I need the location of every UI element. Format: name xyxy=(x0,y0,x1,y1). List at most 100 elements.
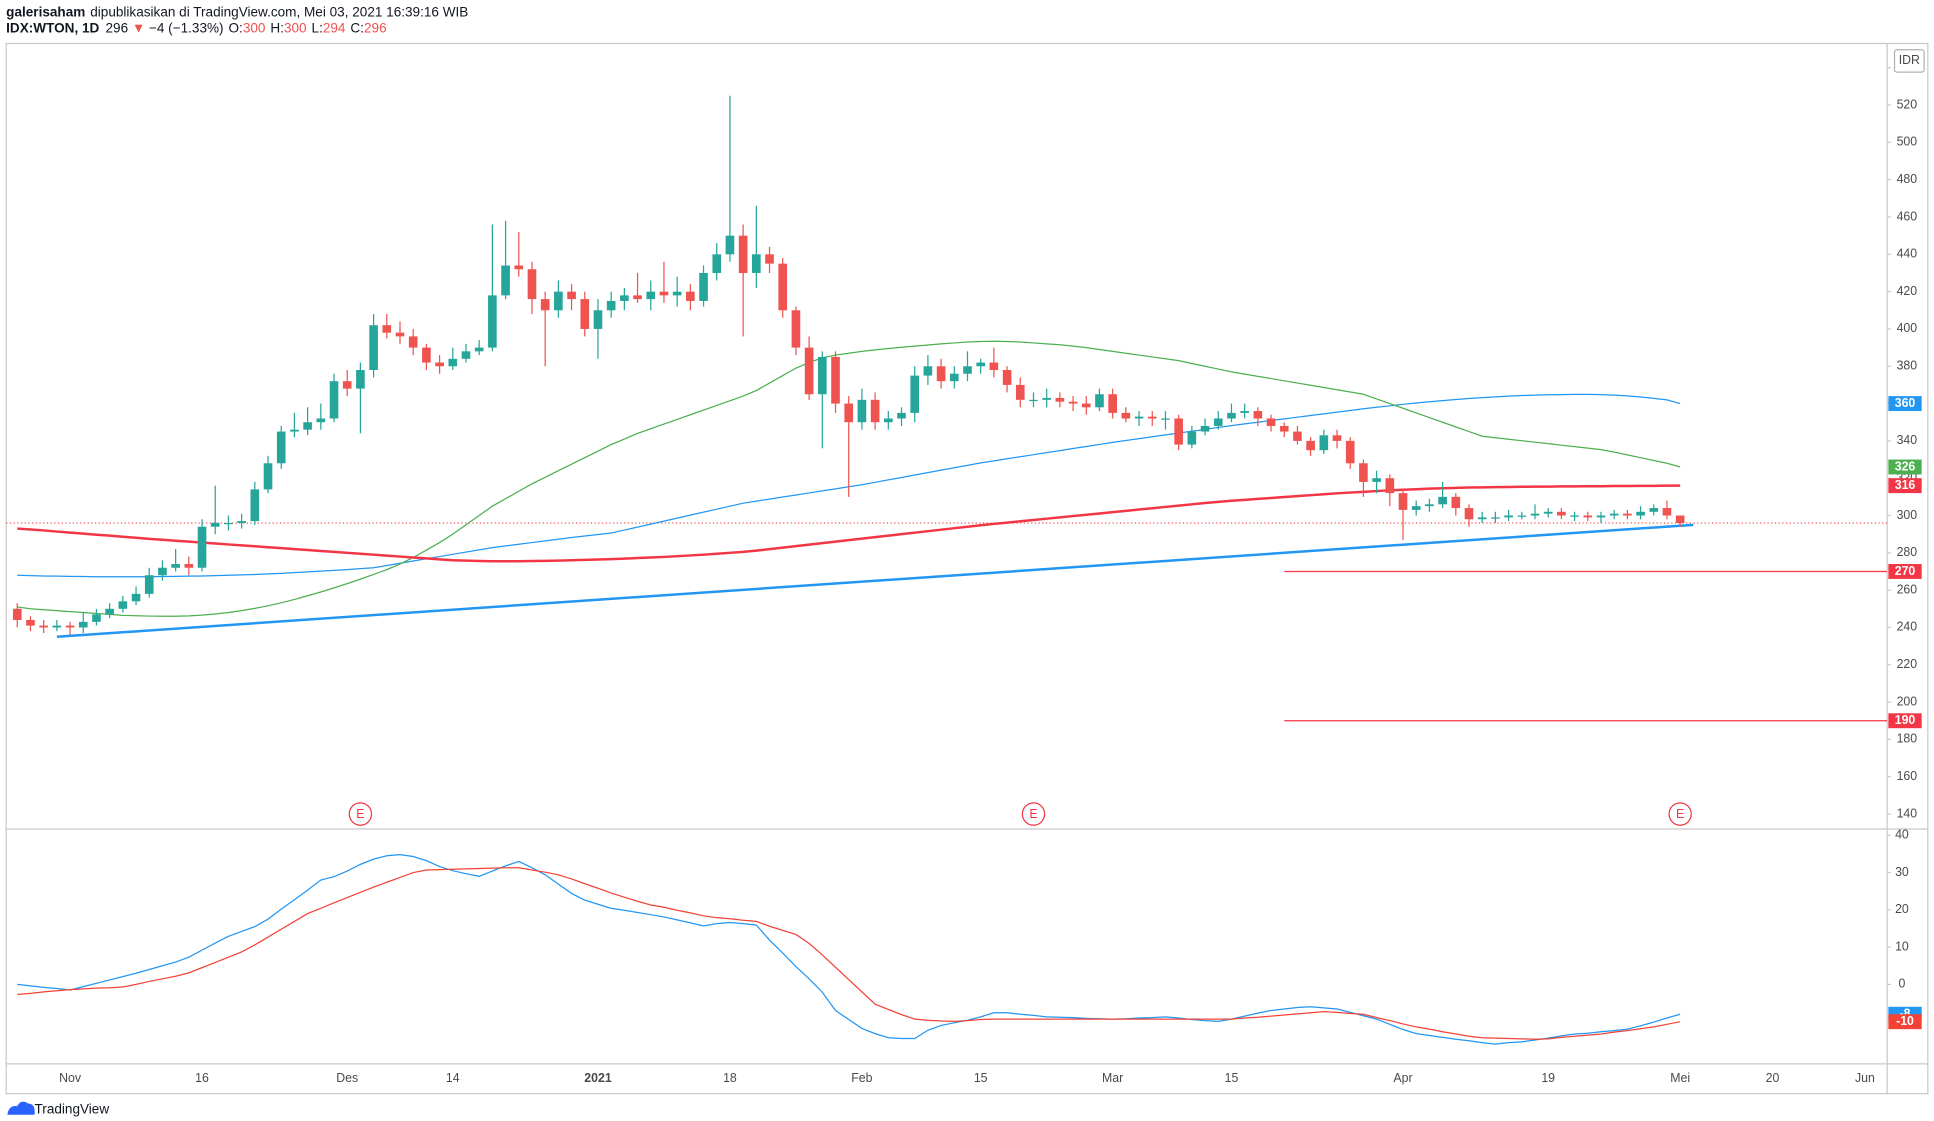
candle-body xyxy=(78,621,88,628)
candle-body xyxy=(1293,431,1302,441)
candle-body xyxy=(369,325,378,370)
x-tick-label: Des xyxy=(336,1071,358,1085)
candle-body xyxy=(1240,411,1249,413)
x-tick-label: Mei xyxy=(1670,1071,1690,1085)
candle-body xyxy=(949,373,959,382)
candle-body xyxy=(1411,506,1421,510)
candle-body xyxy=(118,601,128,609)
indicator-line xyxy=(17,854,1681,1045)
candle-body xyxy=(1029,399,1038,402)
candle-body xyxy=(1530,513,1540,516)
candle-body xyxy=(1517,515,1527,517)
candle-body xyxy=(1662,508,1672,516)
candle-body xyxy=(567,291,576,300)
candle-body xyxy=(633,295,642,300)
level-price-tag: 270 xyxy=(1895,564,1916,578)
y-tick-label: 30 xyxy=(1895,865,1909,879)
candle-body xyxy=(738,235,748,273)
x-tick-label: 19 xyxy=(1541,1071,1555,1085)
level-price-tag: 190 xyxy=(1895,713,1916,727)
y-tick-label: 340 xyxy=(1897,433,1918,447)
y-tick-label: 400 xyxy=(1897,321,1918,335)
y-tick-label: 520 xyxy=(1897,97,1918,111)
candle-body xyxy=(474,347,484,352)
published: dipublikasikan di TradingView.com, Mei 0… xyxy=(90,4,468,19)
candle-body xyxy=(408,336,418,348)
candle-body xyxy=(778,263,788,311)
candle-body xyxy=(342,381,352,389)
candle-body xyxy=(725,235,735,255)
symbol-line: IDX:WTON, 1D 296 ▼ −4 (−1.33%) O:300 H:300 L:2… xyxy=(6,20,386,35)
earnings-marker xyxy=(1668,802,1692,826)
candle-body xyxy=(1042,397,1051,400)
last-price: 296 xyxy=(105,20,128,35)
candle-body xyxy=(1623,513,1632,516)
candle-body xyxy=(1174,418,1183,445)
candle-body xyxy=(554,291,563,311)
candle-body xyxy=(1068,401,1078,404)
x-tick-label: 2021 xyxy=(584,1071,612,1085)
candle-body xyxy=(1372,478,1381,482)
candle-body xyxy=(1451,496,1461,509)
candle-body xyxy=(1609,513,1619,516)
earnings-marker xyxy=(348,802,373,826)
change-arrow: ▼ xyxy=(132,20,145,35)
candle-body xyxy=(620,295,629,301)
candle-body xyxy=(1557,511,1566,516)
candle-body xyxy=(1345,440,1355,464)
candle-body xyxy=(237,521,246,523)
candle-body xyxy=(752,254,761,273)
candle-body xyxy=(804,347,814,395)
candle-body xyxy=(870,399,880,423)
candle-body xyxy=(65,625,75,628)
candle-body xyxy=(1583,515,1593,518)
brand: TradingView xyxy=(35,1101,110,1116)
candle-body xyxy=(1147,416,1157,419)
y-tick-label: 160 xyxy=(1897,769,1918,783)
y-tick-label: 20 xyxy=(1895,902,1909,916)
candle-body xyxy=(197,526,207,568)
candle-body xyxy=(1253,411,1263,419)
candle-body xyxy=(435,362,444,367)
candle-body xyxy=(818,356,827,395)
candle-body xyxy=(897,412,906,419)
candle-body xyxy=(791,310,801,348)
candle-body xyxy=(606,300,616,311)
candle-body xyxy=(1081,403,1091,408)
y-tick-label: 180 xyxy=(1897,732,1918,746)
earnings-label: E xyxy=(356,807,364,821)
candle-body xyxy=(1477,517,1487,520)
candle-body xyxy=(316,418,326,423)
candle-body xyxy=(1095,394,1104,408)
y-tick-label: 240 xyxy=(1897,620,1918,634)
candle-body xyxy=(131,593,141,602)
candle-body xyxy=(923,366,933,376)
y-tick-label: 380 xyxy=(1897,358,1918,372)
x-tick-label: 20 xyxy=(1766,1071,1780,1085)
candle-body xyxy=(1055,397,1065,402)
indicator-line xyxy=(17,867,1681,1040)
candle-body xyxy=(514,265,524,270)
y-tick-label: 300 xyxy=(1897,508,1918,522)
x-tick-label: Jun xyxy=(1855,1071,1875,1085)
y-tick-label: 440 xyxy=(1897,247,1918,261)
candle-body xyxy=(1596,515,1606,518)
ma-price-tag: 360 xyxy=(1895,396,1916,410)
ma-price-tag-bg xyxy=(1888,459,1922,475)
candle-body xyxy=(171,564,180,568)
currency-box xyxy=(1893,49,1925,73)
ma-price-tag-bg xyxy=(1888,396,1922,412)
candle-body xyxy=(540,299,550,311)
candle-body xyxy=(158,567,167,576)
y-tick-label: 140 xyxy=(1897,806,1918,820)
candle-body xyxy=(963,366,972,374)
candle-body xyxy=(1543,511,1553,514)
ma-price-tag-bg xyxy=(1888,478,1922,494)
moving-average xyxy=(17,340,1681,617)
candle-body xyxy=(1187,431,1197,445)
candle-body xyxy=(105,608,114,615)
y-tick-label: 460 xyxy=(1897,209,1918,223)
candle-body xyxy=(52,625,62,628)
x-tick-label: 15 xyxy=(1225,1071,1239,1085)
